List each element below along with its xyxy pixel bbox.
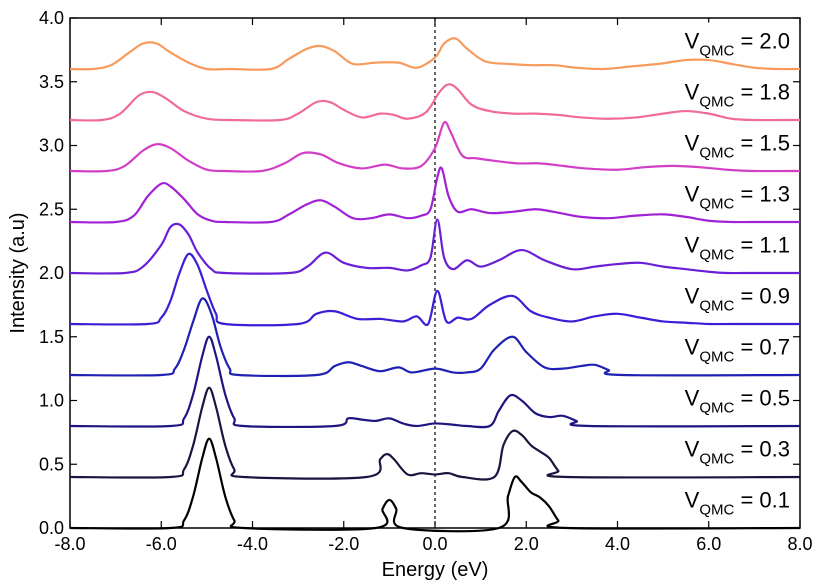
series-label: VQMC = 0.5 [685, 386, 790, 417]
series-label-value: = 0.9 [734, 284, 790, 309]
series-label-subscript: QMC [699, 298, 734, 315]
series-line [69, 437, 801, 533]
series-label: VQMC = 1.3 [685, 182, 790, 213]
x-tick-label: 2.0 [514, 534, 539, 554]
series-label-prefix: V [685, 80, 700, 105]
series-label-value: = 0.1 [734, 488, 790, 513]
series-line [69, 218, 800, 275]
x-axis-title: Energy (eV) [382, 559, 489, 581]
series-label-bg [660, 22, 792, 57]
series-label-value: = 1.5 [734, 131, 790, 156]
y-tick-label: 1.0 [39, 391, 64, 411]
series-label-bg [660, 175, 792, 210]
series-label-bg [660, 124, 792, 159]
x-tick-label: 8.0 [787, 534, 812, 554]
axes-group: -8.0 -6.0 -4.0 -2.0 0.0 2.0 4.0 6.0 8.0 0.0 0.5 1.0… [39, 8, 813, 554]
series-line [69, 386, 801, 481]
series-label-prefix: V [685, 488, 700, 513]
series-line [69, 37, 801, 71]
y-tick-label: 3.5 [39, 72, 64, 92]
y-tick-label: 0.0 [39, 518, 64, 538]
series-label: VQMC = 1.5 [685, 131, 790, 162]
series-label-subscript: QMC [699, 349, 734, 366]
series-label-prefix: V [685, 335, 700, 360]
y-tick-label: 4.0 [39, 8, 64, 28]
series-label-subscript: QMC [699, 196, 734, 213]
series-label-subscript: QMC [699, 145, 734, 162]
series-label-subscript: QMC [699, 247, 734, 264]
series-label: VQMC = 1.8 [685, 80, 790, 111]
x-tick-label: -6.0 [146, 534, 177, 554]
series-label: VQMC = 0.9 [685, 284, 790, 315]
series-label-subscript: QMC [699, 451, 734, 468]
x-tick-label: -2.0 [328, 534, 359, 554]
series-label-prefix: V [685, 29, 700, 54]
x-tick-label: 0.0 [422, 534, 447, 554]
series-label-value: = 1.3 [734, 182, 790, 207]
series-label-prefix: V [685, 182, 700, 207]
series-label-bg [660, 481, 792, 516]
series-line [69, 335, 801, 429]
series-label-prefix: V [685, 386, 700, 411]
series-line [69, 120, 801, 173]
series-label-prefix: V [685, 131, 700, 156]
series-label-subscript: QMC [699, 502, 734, 519]
series-label-value: = 0.7 [734, 335, 790, 360]
series-label-value: = 1.1 [734, 233, 790, 258]
series-label-bg [660, 73, 792, 108]
series-label-bg [660, 430, 792, 465]
series-group [69, 37, 801, 533]
series-label: VQMC = 0.1 [685, 488, 790, 519]
series-label: VQMC = 0.3 [685, 437, 790, 468]
series-label-subscript: QMC [699, 94, 734, 111]
series-label-subscript: QMC [699, 43, 734, 60]
series-label-value: = 2.0 [734, 29, 790, 54]
series-label-value: = 0.3 [734, 437, 790, 462]
series-line [69, 252, 800, 327]
series-label-bg [660, 328, 792, 363]
y-axis-title: Intensity (a.u) [7, 212, 29, 333]
series-label-prefix: V [685, 437, 700, 462]
y-tick-label: 2.5 [39, 199, 64, 219]
series-line [69, 297, 801, 378]
series-label: VQMC = 2.0 [685, 29, 790, 60]
series-label: VQMC = 1.1 [685, 233, 790, 264]
series-label-value: = 1.8 [734, 80, 790, 105]
y-tick-label: 1.5 [39, 327, 64, 347]
x-tick-label: -4.0 [237, 534, 268, 554]
y-tick-label: 3.0 [39, 136, 64, 156]
y-tick-label: 0.5 [39, 454, 64, 474]
y-tick-label: 2.0 [39, 263, 64, 283]
series-label-bg [660, 277, 792, 312]
series-label: VQMC = 0.7 [685, 335, 790, 366]
series-line [69, 166, 800, 224]
x-tick-label: -8.0 [54, 534, 85, 554]
x-tick-label: 4.0 [605, 534, 630, 554]
series-line [69, 83, 801, 122]
series-label-bg [660, 226, 792, 261]
series-label-subscript: QMC [699, 400, 734, 417]
series-label-value: = 0.5 [734, 386, 790, 411]
x-tick-label: 6.0 [696, 534, 721, 554]
series-label-prefix: V [685, 233, 700, 258]
series-label-bg [660, 379, 792, 414]
series-label-prefix: V [685, 284, 700, 309]
